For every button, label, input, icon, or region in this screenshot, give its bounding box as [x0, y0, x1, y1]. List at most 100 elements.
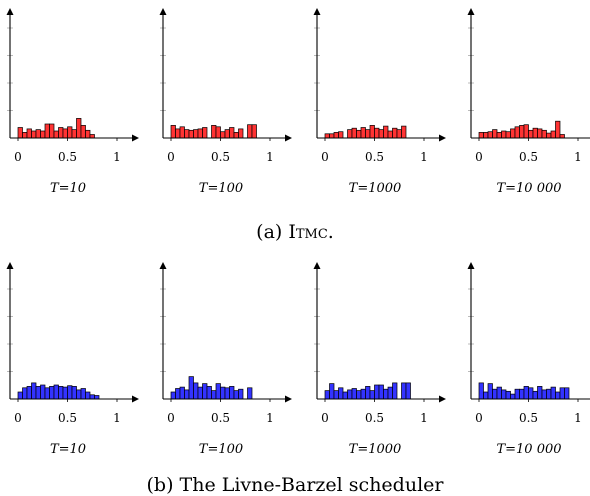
- x-axis-label: T=1000: [349, 442, 402, 457]
- histogram-bar: [176, 389, 181, 400]
- histogram-bar: [18, 128, 23, 139]
- histogram-bar: [50, 124, 55, 138]
- x-tick-label: 0.5: [365, 411, 384, 425]
- histogram-bar: [330, 384, 335, 399]
- histogram-bar: [537, 129, 542, 138]
- x-tick-label: 0: [167, 411, 175, 425]
- x-axis-arrowhead: [439, 396, 446, 403]
- histogram-bar: [339, 132, 344, 138]
- x-tick-label: 1: [420, 411, 428, 425]
- histogram-bar: [229, 386, 234, 399]
- histogram-bar: [479, 132, 484, 138]
- x-tick-label: 0.5: [58, 411, 77, 425]
- histogram-bar: [225, 388, 230, 399]
- x-axis-label: T=100: [199, 442, 243, 457]
- y-axis-arrowhead: [7, 262, 14, 269]
- histogram-bar: [68, 127, 73, 138]
- histogram-bar: [238, 389, 243, 399]
- histogram-bar: [542, 130, 547, 138]
- histogram-bar: [72, 130, 77, 138]
- histogram-bar: [515, 389, 520, 399]
- x-axis-label: T=100: [199, 181, 243, 196]
- caption-b-name: The Livne-Barzel scheduler: [180, 474, 444, 496]
- histogram-bar: [198, 387, 203, 399]
- histogram-bar: [23, 132, 28, 138]
- histogram-bar: [383, 126, 388, 138]
- x-tick-label: 0: [321, 411, 329, 425]
- x-axis-arrowhead: [285, 396, 292, 403]
- histogram-bar: [497, 132, 502, 138]
- histogram-bar: [506, 132, 511, 138]
- x-tick-label: 0: [14, 150, 22, 164]
- histogram-bar: [41, 131, 46, 138]
- histogram-bar: [524, 386, 529, 399]
- histogram-bar: [90, 395, 95, 399]
- histogram-bar: [194, 130, 199, 138]
- x-axis-arrowhead: [285, 135, 292, 142]
- histogram-bar: [36, 386, 41, 399]
- histogram-bar: [348, 390, 353, 399]
- histogram-bar: [370, 391, 375, 399]
- histogram-bar: [542, 390, 547, 399]
- histogram-bar: [27, 386, 32, 399]
- histogram-bar: [45, 124, 50, 138]
- histogram-bar: [27, 129, 32, 138]
- histogram-bar: [176, 129, 181, 138]
- histogram-bar: [212, 391, 217, 399]
- histogram-bar: [493, 389, 498, 399]
- histogram-bar: [555, 392, 560, 399]
- histogram-bar: [59, 128, 64, 139]
- histogram-bar: [366, 386, 371, 399]
- histogram-bar: [23, 388, 28, 399]
- histogram-bar: [252, 125, 257, 138]
- histogram-bar: [185, 130, 190, 138]
- histogram-bar: [388, 131, 393, 138]
- histogram-bar: [238, 129, 243, 138]
- x-axis-label: T=1000: [349, 181, 402, 196]
- histogram-bar: [375, 385, 380, 399]
- x-tick-label: 1: [113, 150, 121, 164]
- histogram-bar: [72, 386, 77, 399]
- histogram-bar: [325, 391, 330, 399]
- histogram-bar: [334, 132, 339, 138]
- y-axis-arrowhead: [160, 262, 167, 269]
- histogram-bar: [511, 129, 516, 138]
- x-axis-arrowhead: [132, 396, 139, 403]
- x-tick-label: 1: [266, 150, 274, 164]
- histogram-bar: [401, 126, 406, 138]
- x-axis-label: T=10: [50, 442, 86, 457]
- histogram-bar: [357, 391, 362, 399]
- histogram-bar: [392, 383, 397, 399]
- x-tick-label: 0.5: [211, 411, 230, 425]
- y-axis-arrowhead: [160, 8, 167, 15]
- histogram-bar: [379, 130, 384, 138]
- x-axis-arrowhead: [439, 135, 446, 142]
- x-axis-label: T=10 000: [496, 181, 561, 196]
- histogram-bar: [41, 385, 46, 399]
- histogram-bar: [76, 390, 81, 399]
- histogram-bar: [171, 125, 176, 138]
- histogram-bar: [357, 130, 362, 138]
- histogram-bar: [388, 387, 393, 399]
- x-tick-label: 0.5: [365, 150, 384, 164]
- x-axis-label: T=10 000: [496, 442, 561, 457]
- x-tick-label: 0.5: [211, 150, 230, 164]
- x-tick-label: 0: [475, 411, 483, 425]
- histogram-bar: [366, 130, 371, 138]
- histogram-bar: [247, 388, 252, 399]
- histogram-bar: [85, 130, 90, 138]
- histogram-bar: [221, 132, 226, 138]
- histogram-bar: [81, 125, 86, 138]
- histogram-bar: [551, 387, 556, 399]
- histogram-bar: [189, 130, 194, 138]
- histogram-bar: [392, 128, 397, 138]
- histogram-bar: [212, 125, 217, 138]
- caption-b-prefix: (b): [147, 474, 180, 496]
- histogram-bar: [32, 383, 37, 399]
- histogram-bar: [207, 386, 212, 399]
- histogram-bar: [484, 132, 489, 138]
- histogram-bar: [234, 132, 239, 138]
